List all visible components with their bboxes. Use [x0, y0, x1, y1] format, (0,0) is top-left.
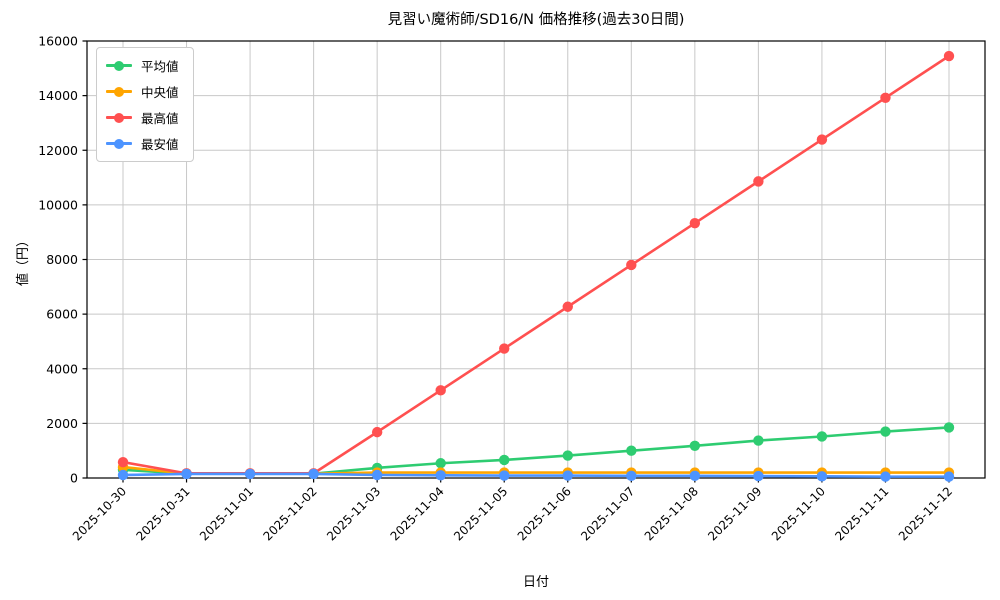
legend-marker-highest [106, 112, 132, 123]
series-highest-point [816, 134, 828, 145]
x-axis-label: 日付 [522, 575, 549, 590]
y-tick-label: 12000 [38, 143, 78, 158]
legend-marker-lowest [106, 138, 132, 149]
series-average-point [880, 426, 891, 437]
x-tick-label: 2025-11-05 [451, 484, 510, 543]
y-tick-label: 4000 [46, 361, 78, 376]
legend-label-median: 中央値 [141, 85, 179, 100]
series-average-point [816, 431, 828, 442]
series-highest-point [626, 259, 637, 271]
series-highest [117, 50, 955, 479]
series-lowest-point [753, 470, 764, 482]
series-lowest-point [244, 468, 256, 480]
y-tick-label: 8000 [46, 252, 78, 267]
series-highest-point [880, 92, 891, 104]
series-highest-line [122, 54, 950, 475]
legend-marker-median [106, 86, 132, 97]
series-lowest-point [943, 471, 955, 482]
series-average-point [435, 458, 446, 469]
legend-dot-highest [114, 112, 124, 123]
x-tick-label: 2025-10-31 [133, 484, 192, 543]
legend-dot-average [114, 60, 124, 71]
series-highest-point [499, 343, 510, 354]
x-tick-label: 2025-11-01 [197, 484, 256, 543]
series-lowest-point [499, 470, 510, 481]
x-tick-label: 2025-11-12 [896, 484, 955, 543]
x-tick-label: 2025-11-02 [261, 484, 320, 543]
series-highest-point [562, 301, 573, 312]
y-tick-label: 6000 [46, 307, 78, 322]
series-lowest-point [181, 468, 192, 480]
series-average-point [562, 450, 573, 461]
series-lowest-point [880, 471, 891, 482]
series-highest-point [371, 426, 383, 438]
y-axis-ticks: 0 2000 4000 6000 8000 10000 12000 14000 16000 [38, 34, 87, 486]
series-average [117, 422, 955, 479]
series-lowest-point [626, 470, 637, 482]
legend-item-highest: 最高値 [106, 108, 179, 127]
x-tick-label: 2025-11-10 [769, 484, 828, 543]
y-tick-label: 0 [70, 471, 78, 486]
y-tick-label: 16000 [38, 34, 78, 49]
series-lowest-point [435, 470, 446, 481]
x-tick-label: 2025-10-30 [70, 484, 129, 543]
series-average-point [753, 435, 764, 446]
legend-label-lowest: 最安値 [141, 137, 179, 152]
series-lowest-point [689, 470, 701, 482]
legend-label-average: 平均値 [141, 59, 179, 74]
legend: 平均値中央値最高値最安値 [96, 47, 194, 162]
series-average-point [499, 454, 510, 466]
series-average-point [689, 440, 701, 451]
series-lowest-point [308, 468, 319, 480]
legend-marker-average [106, 60, 132, 71]
x-tick-label: 2025-11-09 [705, 484, 764, 543]
series-average-point [943, 422, 955, 433]
y-tick-label: 2000 [46, 416, 78, 431]
series-lowest-point [562, 470, 573, 481]
series-lowest-point [117, 469, 129, 481]
y-tick-label: 14000 [38, 88, 78, 103]
x-tick-label: 2025-11-08 [642, 484, 701, 543]
series-average-point [626, 445, 637, 456]
series-lowest-point [371, 469, 383, 481]
series-lowest [117, 468, 955, 482]
legend-dot-lowest [114, 138, 124, 149]
legend-item-average: 平均値 [106, 56, 179, 75]
series-highest-point [435, 385, 446, 396]
x-tick-label: 2025-11-04 [388, 484, 447, 543]
legend-label-highest: 最高値 [141, 111, 179, 126]
series-lowest-line [122, 472, 949, 478]
x-tick-label: 2025-11-06 [515, 484, 574, 543]
series-lowest-point [816, 471, 828, 482]
x-tick-label: 2025-11-03 [324, 484, 383, 543]
x-axis-ticks: 2025-10-30 2025-10-31 2025-11-01 2025-11-02… [70, 478, 955, 543]
series-highest-point [117, 456, 129, 468]
x-tick-label: 2025-11-07 [578, 484, 637, 543]
x-tick-label: 2025-11-11 [832, 484, 891, 543]
series-highest-point [753, 176, 764, 187]
chart-title: 見習い魔術師/SD16/N 価格推移(過去30日間) [387, 12, 685, 28]
legend-dot-median [114, 86, 124, 97]
series-highest-point [689, 217, 701, 229]
gridlines [87, 40, 985, 479]
legend-item-lowest: 最安値 [106, 134, 179, 153]
y-tick-label: 10000 [38, 197, 78, 212]
legend-item-median: 中央値 [106, 82, 179, 101]
series-highest-point [943, 50, 955, 62]
